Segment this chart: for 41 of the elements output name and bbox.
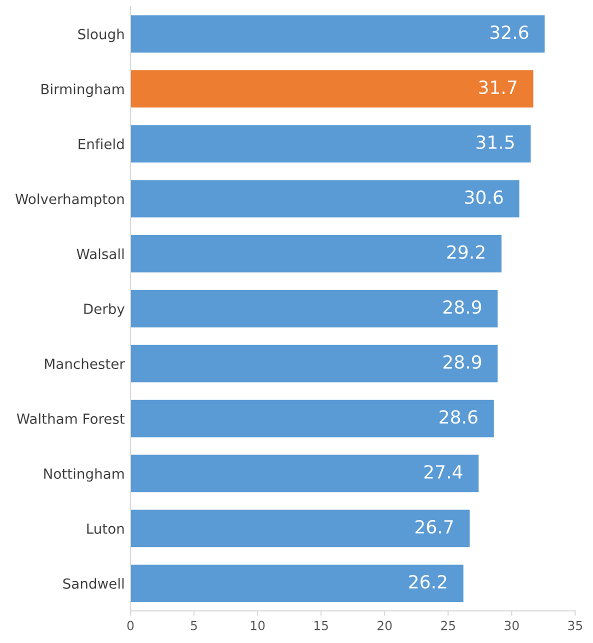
bar xyxy=(130,15,545,53)
x-tick-label: 5 xyxy=(190,620,197,630)
x-tick-label: 10 xyxy=(250,620,265,630)
bar xyxy=(130,454,479,492)
x-tick-label: 15 xyxy=(314,620,328,630)
bar xyxy=(130,235,502,272)
y-tick-label: Wolverhampton xyxy=(15,193,124,207)
data-label: 29.2 xyxy=(447,245,484,259)
y-tick-label: Slough xyxy=(78,28,124,42)
y-tick-label: Birmingham xyxy=(42,84,124,98)
data-label: 26.7 xyxy=(416,520,453,534)
x-tick-label: 20 xyxy=(378,620,392,630)
bar xyxy=(130,344,498,382)
data-label: 26.2 xyxy=(409,574,446,589)
data-label: 28.9 xyxy=(443,300,482,314)
x-tick-label: 25 xyxy=(441,620,455,630)
data-label: 28.6 xyxy=(440,410,478,424)
x-tick-label: 35 xyxy=(568,620,582,630)
y-tick-label: Manchester xyxy=(45,358,125,370)
bar xyxy=(130,180,520,218)
y-tick-label: Nottingham xyxy=(44,468,124,482)
data-label: 31.7 xyxy=(479,80,516,94)
bar xyxy=(130,125,531,162)
bar xyxy=(130,70,534,108)
bar xyxy=(130,564,464,602)
data-label: 27.4 xyxy=(424,465,462,478)
y-tick-label: Enfield xyxy=(78,138,124,150)
bar xyxy=(130,400,494,438)
y-tick-label: Sandwell xyxy=(63,578,124,589)
y-tick-label: Derby xyxy=(84,303,124,317)
y-tick-label: Luton xyxy=(87,524,124,534)
y-tick-label: Walsall xyxy=(76,248,124,260)
data-label: 32.6 xyxy=(490,25,528,40)
data-label: 28.9 xyxy=(443,355,482,369)
data-label: 30.6 xyxy=(465,190,503,204)
bar xyxy=(130,510,470,548)
x-tick-label: 30 xyxy=(504,620,519,630)
y-tick-label: Waltham Forest xyxy=(16,413,125,424)
data-label: 31.5 xyxy=(476,135,514,150)
bar xyxy=(130,290,498,328)
x-tick-label: 0 xyxy=(127,620,134,630)
